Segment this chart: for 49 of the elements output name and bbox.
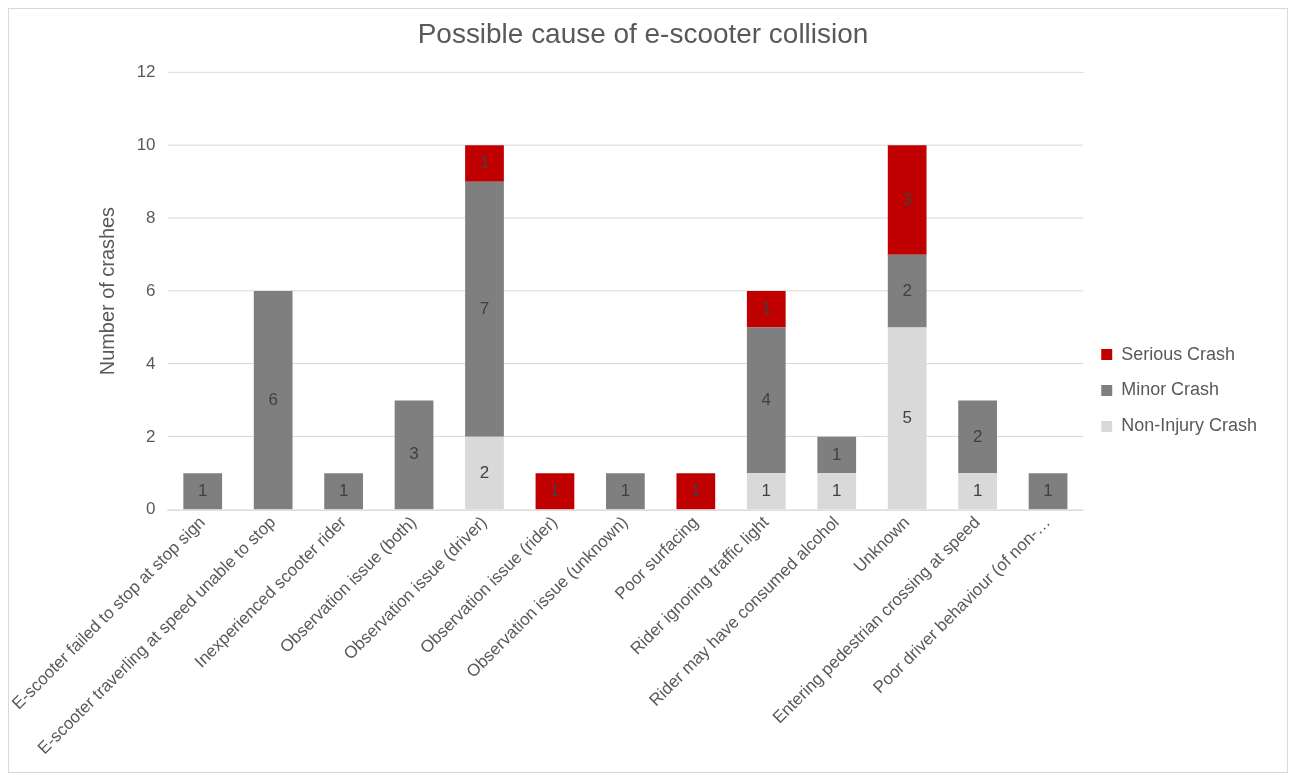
- data-label: 1: [761, 298, 771, 318]
- bar: [958, 400, 997, 474]
- y-tick-label: 12: [136, 62, 156, 82]
- bar: [887, 145, 927, 255]
- bar: [465, 145, 504, 182]
- bar: [676, 473, 716, 510]
- data-label: 1: [479, 153, 490, 173]
- data-label: 2: [479, 462, 490, 482]
- data-label: 1: [972, 480, 983, 500]
- data-label: 4: [761, 390, 771, 410]
- data-label: 1: [761, 480, 771, 500]
- bar: [887, 254, 927, 328]
- data-label: 1: [550, 480, 560, 500]
- data-label: 2: [972, 426, 983, 446]
- y-tick-label: 0: [146, 499, 156, 519]
- y-tick-label: 6: [146, 280, 156, 300]
- data-label: 6: [268, 389, 278, 409]
- legend-label: Minor Crash: [1121, 379, 1220, 400]
- bar: [535, 473, 575, 510]
- y-tick-label: 2: [146, 426, 156, 446]
- data-label: 1: [832, 480, 842, 500]
- y-tick-label: 4: [146, 353, 156, 373]
- data-label: 1: [620, 480, 631, 500]
- data-label: 1: [338, 480, 349, 500]
- bar: [817, 436, 857, 474]
- y-tick-label: 8: [146, 207, 156, 227]
- bar: [324, 473, 363, 510]
- bar: [746, 327, 786, 474]
- data-label: 3: [902, 189, 912, 209]
- bar: [394, 400, 434, 510]
- bar: [465, 181, 504, 437]
- legend-label: Serious Crash: [1121, 343, 1236, 364]
- data-label: 3: [409, 444, 419, 464]
- bar: [253, 291, 293, 510]
- data-label: 5: [902, 408, 912, 428]
- y-tick-label: 10: [136, 135, 156, 154]
- chart-title: Possible cause of e-scooter collision: [417, 18, 869, 50]
- data-label: 1: [691, 480, 701, 500]
- bar: [746, 291, 786, 328]
- data-label: 7: [479, 298, 490, 318]
- data-label: 1: [1043, 480, 1053, 500]
- bar: [1028, 473, 1068, 510]
- bar: [606, 473, 645, 510]
- y-axis-title: Number of crashes: [96, 206, 119, 376]
- data-label: 2: [902, 280, 912, 300]
- bar: [183, 473, 223, 510]
- legend-label: Non-Injury Crash: [1121, 415, 1257, 436]
- data-label: 1: [832, 444, 842, 464]
- data-label: 1: [198, 480, 208, 500]
